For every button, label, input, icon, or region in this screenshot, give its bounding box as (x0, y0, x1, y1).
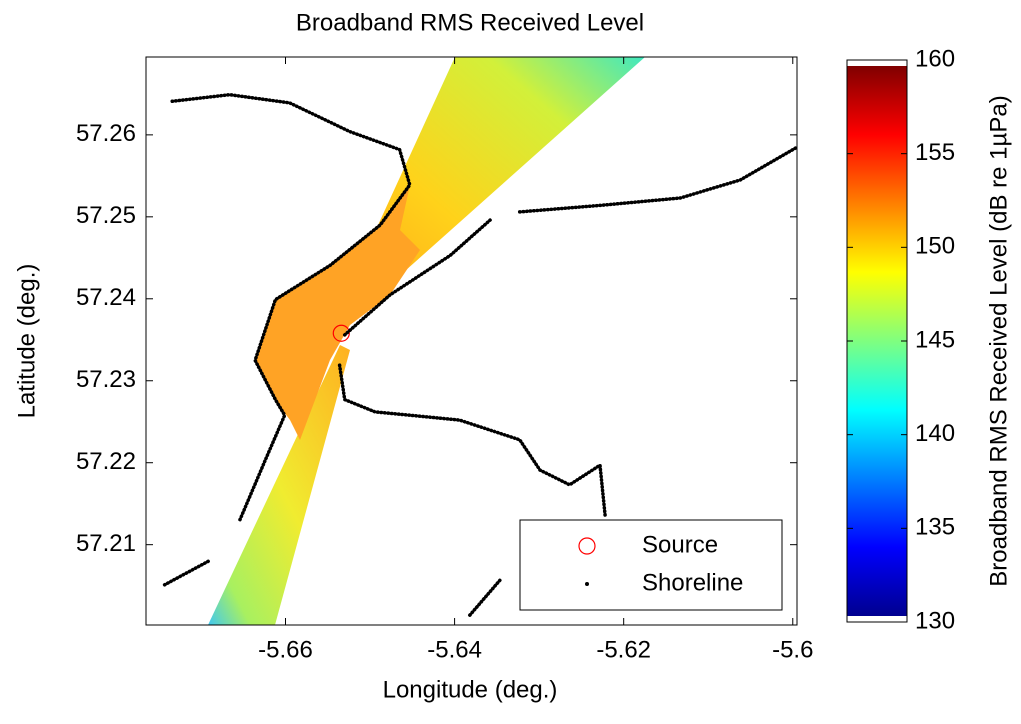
y-tick-label: 57.26 (76, 120, 136, 147)
source-marker (332, 324, 350, 342)
colorbar-tick-label: 140 (915, 420, 955, 447)
colorbar-tick-label: 145 (915, 326, 955, 353)
colorbar-fill (847, 66, 907, 616)
chart-title: Broadband RMS Received Level (296, 9, 644, 36)
y-tick-label: 57.21 (76, 530, 136, 557)
shoreline (162, 92, 799, 617)
y-axis-label: Latitude (deg.) (13, 264, 40, 419)
field-wedge-sw (208, 345, 350, 625)
y-tick-label: 57.25 (76, 202, 136, 229)
colorbar-tick-label: 130 (915, 607, 955, 634)
colorbar-tick-label: 150 (915, 233, 955, 260)
legend-label: Source (642, 531, 718, 558)
y-tick-label: 57.23 (76, 366, 136, 393)
legend-box (519, 519, 783, 611)
colorbar-tick-label: 155 (915, 139, 955, 166)
field-blob (255, 185, 420, 440)
x-axis-label: Longitude (deg.) (383, 676, 558, 703)
y-tick-label: 57.22 (76, 448, 136, 475)
x-tick-label: -5.62 (596, 636, 651, 663)
colorbar-label: Broadband RMS Received Level (dB re 1µPa… (985, 95, 1012, 586)
y-tick-label: 57.24 (76, 284, 136, 311)
x-tick-label: -5.64 (427, 636, 482, 663)
legend-label: Shoreline (642, 569, 743, 596)
plot-frame (145, 56, 798, 626)
received-level-field (208, 57, 645, 625)
colorbar-tick-label: 160 (915, 45, 955, 72)
x-tick-label: -5.6 (772, 636, 813, 663)
legend-marker (585, 582, 589, 586)
x-tick-label: -5.66 (258, 636, 313, 663)
legend-marker (578, 537, 596, 555)
colorbar-tick-label: 135 (915, 514, 955, 541)
